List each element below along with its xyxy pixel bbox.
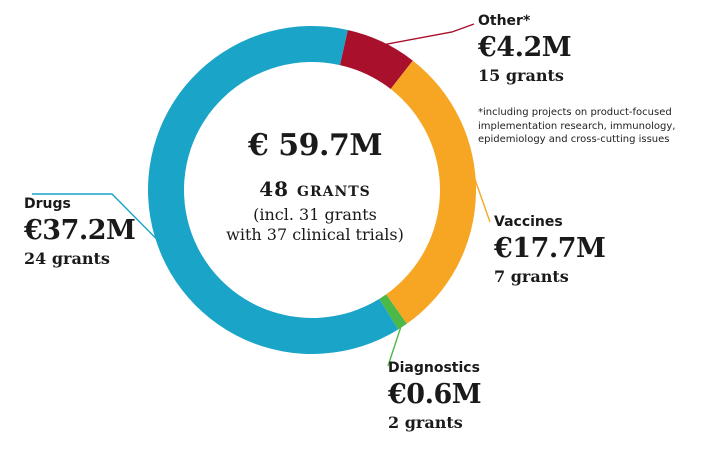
center-note-line-2: with 37 clinical trials): [226, 225, 404, 244]
footnote: *including projects on product-focused i…: [478, 107, 676, 145]
label-other-grants: 15 grants: [478, 66, 564, 86]
label-diagnostics: Diagnostics €0.6M 2 grants: [388, 360, 482, 433]
slice-vaccines: [386, 60, 476, 324]
label-other-category: Other*: [478, 13, 531, 29]
label-diagnostics-category: Diagnostics: [388, 360, 480, 376]
label-other: Other* €4.2M 15 grants: [478, 13, 572, 86]
label-vaccines-category: Vaccines: [494, 214, 563, 230]
label-diagnostics-amount: €0.6M: [388, 379, 482, 411]
label-vaccines-grants: 7 grants: [494, 267, 569, 287]
label-drugs-amount: €37.2M: [24, 215, 136, 247]
leader-line-diagnostics: [387, 324, 403, 367]
slice-drugs: [148, 25, 399, 354]
leader-line-vaccines: [449, 109, 491, 223]
label-other-amount: €4.2M: [478, 32, 572, 64]
label-vaccines-amount: €17.7M: [494, 233, 606, 265]
leader-line-drugs: [32, 193, 159, 241]
label-drugs: Drugs €37.2M 24 grants: [24, 196, 136, 269]
leader-line-other: [380, 23, 475, 46]
label-diagnostics-grants: 2 grants: [388, 413, 463, 433]
slice-other: [339, 29, 413, 90]
center-grants: 48 grants: [259, 177, 371, 201]
donut-center: € 59.7M 48 grants (incl. 31 grants with …: [210, 128, 420, 245]
slice-diagnostics: [379, 294, 407, 330]
center-total: € 59.7M: [247, 128, 383, 163]
center-note: (incl. 31 grants with 37 clinical trials…: [210, 205, 420, 245]
label-vaccines: Vaccines €17.7M 7 grants: [494, 214, 606, 287]
label-drugs-category: Drugs: [24, 196, 71, 212]
center-note-line-1: (incl. 31 grants: [253, 205, 377, 224]
label-drugs-grants: 24 grants: [24, 249, 110, 269]
